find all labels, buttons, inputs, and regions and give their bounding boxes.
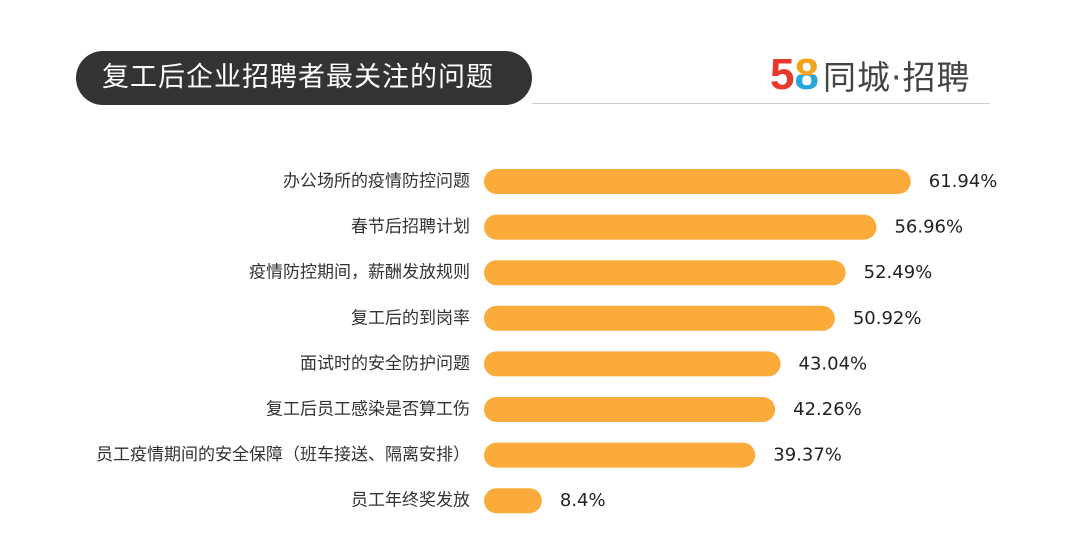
bar-6 [484, 397, 776, 422]
bar-1 [484, 169, 911, 194]
value-label-2: 56.96% [894, 217, 963, 238]
category-label-5: 面试时的安全防护问题 [300, 354, 470, 374]
header-divider [532, 103, 990, 104]
value-label-8: 8.4% [560, 490, 606, 511]
logo-text: 同城·招聘 [822, 58, 971, 97]
logo-digit-5: 5 [770, 50, 795, 99]
page-title: 复工后企业招聘者最关注的问题 [76, 51, 532, 105]
value-label-5: 43.04% [799, 353, 868, 374]
category-label-2: 春节后招聘计划 [351, 217, 470, 237]
category-label-7: 员工疫情期间的安全保障（班车接送、隔离安排） [96, 445, 470, 465]
category-label-6: 复工后员工感染是否算工伤 [266, 400, 470, 420]
category-label-4: 复工后的到岗率 [351, 308, 470, 328]
bar-4 [484, 305, 835, 331]
category-label-8: 员工年终奖发放 [351, 491, 470, 511]
bar-3 [484, 260, 846, 286]
brand-logo: 5 8 同城·招聘 [770, 50, 970, 100]
value-label-4: 50.92% [853, 308, 922, 329]
category-label-1: 办公场所的疫情防控问题 [283, 172, 470, 192]
logo-digit-8: 8 [794, 50, 819, 99]
bar-5 [484, 351, 781, 377]
value-label-7: 39.37% [773, 445, 842, 466]
bar-7 [484, 442, 756, 468]
value-label-1: 61.94% [929, 171, 998, 192]
category-label-3: 疫情防控期间，薪酬发放规则 [249, 263, 470, 283]
bar-8 [484, 488, 542, 514]
value-label-6: 42.26% [793, 399, 862, 420]
bar-2 [484, 214, 877, 240]
value-label-3: 52.49% [864, 262, 933, 283]
